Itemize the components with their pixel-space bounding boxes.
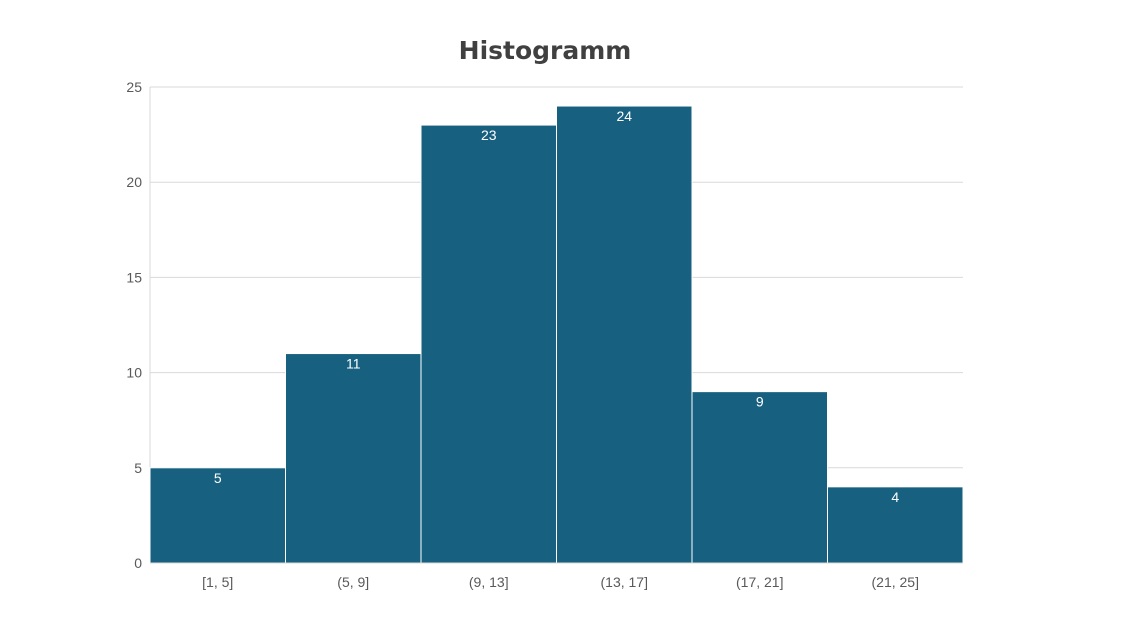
x-tick-label: (21, 25]: [872, 574, 919, 590]
x-tick-label: (5, 9]: [337, 574, 369, 590]
y-tick-label: 20: [126, 174, 142, 190]
bar-data-label: 4: [891, 489, 899, 505]
bar-data-label: 11: [346, 356, 361, 372]
y-tick-label: 10: [126, 365, 142, 381]
bar-data-label: 23: [481, 127, 497, 143]
histogram-bar: [420, 124, 557, 564]
histogram-bar: [285, 353, 422, 564]
x-tick-label: (13, 17]: [601, 574, 648, 590]
x-tick-label: [1, 5]: [202, 574, 233, 590]
y-tick-label: 0: [134, 555, 142, 571]
histogram-bar: [691, 391, 828, 564]
bar-data-label: 24: [616, 108, 632, 124]
histogram-bar: [556, 105, 693, 564]
y-tick-label: 25: [126, 79, 142, 95]
bar-data-label: 9: [756, 394, 764, 410]
y-tick-label: 5: [134, 460, 142, 476]
chart-title: Histogramm: [458, 36, 632, 65]
x-tick-label: (17, 21]: [736, 574, 783, 590]
bar-data-label: 5: [214, 470, 222, 486]
x-tick-label: (9, 13]: [469, 574, 509, 590]
y-tick-label: 15: [126, 269, 142, 285]
